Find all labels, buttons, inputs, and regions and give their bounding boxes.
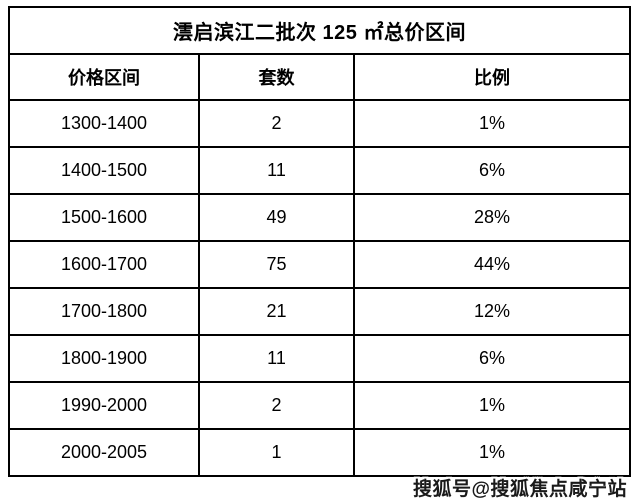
cell-ratio: 6% <box>353 334 631 383</box>
cell-price-range: 1300-1400 <box>8 99 200 148</box>
cell-price-range: 1600-1700 <box>8 240 200 289</box>
cell-unit-count: 2 <box>198 381 355 430</box>
table-row: 1500-1600 49 28% <box>8 193 631 242</box>
cell-ratio: 1% <box>353 428 631 477</box>
cell-price-range: 1800-1900 <box>8 334 200 383</box>
cell-price-range: 1400-1500 <box>8 146 200 195</box>
watermark: 搜狐号@搜狐焦点咸宁站 <box>412 479 627 500</box>
column-header-ratio: 比例 <box>353 53 631 101</box>
table-title: 澐启滨江二批次 125 ㎡总价区间 <box>8 6 631 55</box>
cell-ratio: 44% <box>353 240 631 289</box>
cell-ratio: 28% <box>353 193 631 242</box>
cell-unit-count: 21 <box>198 287 355 336</box>
cell-ratio: 1% <box>353 99 631 148</box>
cell-unit-count: 1 <box>198 428 355 477</box>
cell-price-range: 2000-2005 <box>8 428 200 477</box>
cell-ratio: 1% <box>353 381 631 430</box>
column-header-price-range: 价格区间 <box>8 53 200 101</box>
table-header-row: 价格区间 套数 比例 <box>8 53 631 101</box>
table-row: 1300-1400 2 1% <box>8 99 631 148</box>
table-row: 1600-1700 75 44% <box>8 240 631 289</box>
column-header-unit-count: 套数 <box>198 53 355 101</box>
cell-unit-count: 49 <box>198 193 355 242</box>
cell-ratio: 6% <box>353 146 631 195</box>
cell-unit-count: 11 <box>198 334 355 383</box>
cell-price-range: 1500-1600 <box>8 193 200 242</box>
table-row: 1800-1900 11 6% <box>8 334 631 383</box>
table-title-row: 澐启滨江二批次 125 ㎡总价区间 <box>8 6 631 55</box>
cell-unit-count: 75 <box>198 240 355 289</box>
table-row: 2000-2005 1 1% <box>8 428 631 477</box>
price-distribution-table: 澐启滨江二批次 125 ㎡总价区间 价格区间 套数 比例 1300-1400 2… <box>8 6 631 477</box>
table-row: 1400-1500 11 6% <box>8 146 631 195</box>
cell-price-range: 1990-2000 <box>8 381 200 430</box>
cell-unit-count: 11 <box>198 146 355 195</box>
table-row: 1700-1800 21 12% <box>8 287 631 336</box>
table-row: 1990-2000 2 1% <box>8 381 631 430</box>
cell-ratio: 12% <box>353 287 631 336</box>
cell-price-range: 1700-1800 <box>8 287 200 336</box>
cell-unit-count: 2 <box>198 99 355 148</box>
